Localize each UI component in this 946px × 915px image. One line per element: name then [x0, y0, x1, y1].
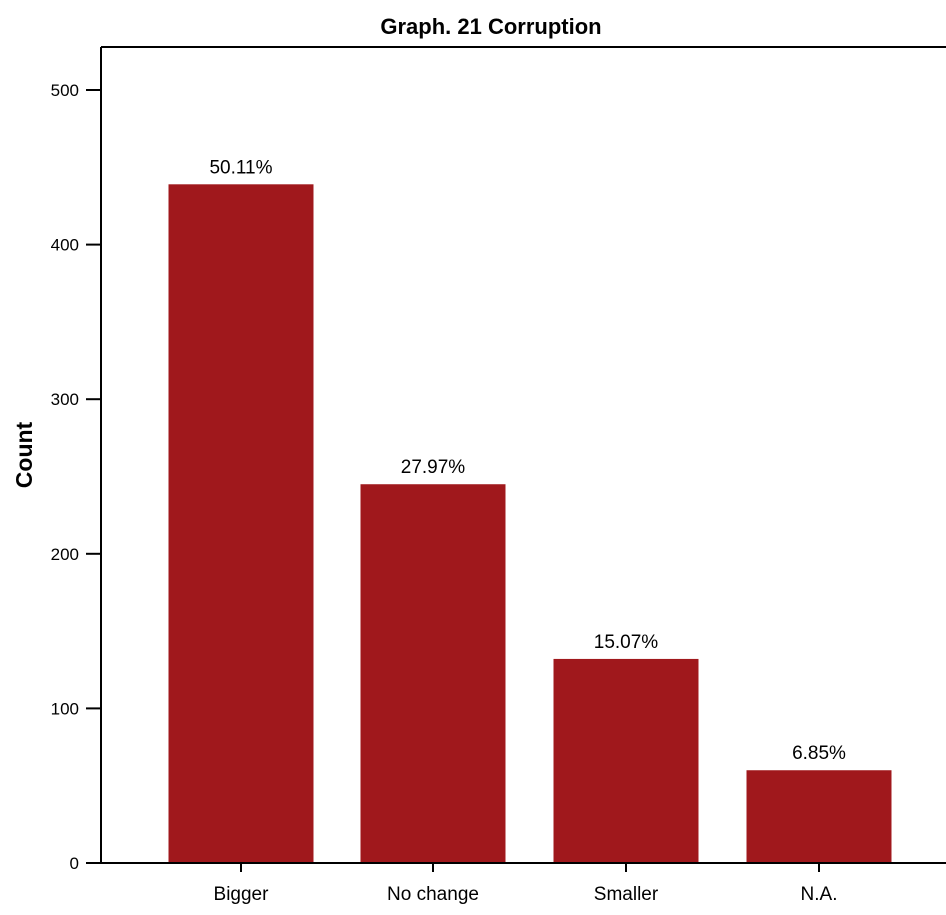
chart-title: Graph. 21 Corruption — [380, 14, 601, 39]
y-axis-label: Count — [11, 421, 37, 488]
y-tick-label: 100 — [51, 699, 79, 718]
data-label: 50.11% — [209, 157, 272, 178]
x-tick-label: Bigger — [214, 884, 270, 905]
plot-area: 50.11% Bigger 27.97% No change 15.07% Smaller… — [51, 46, 946, 905]
y-tick-label: 0 — [70, 854, 79, 873]
data-label: 6.85% — [792, 743, 846, 764]
x-tick-label: Smaller — [594, 884, 659, 905]
y-tick-label: 200 — [51, 545, 79, 564]
x-tick-label: N.A. — [801, 884, 838, 905]
data-label: 27.97% — [401, 457, 466, 478]
bar-bigger — [168, 184, 314, 863]
y-tick-label: 300 — [51, 390, 79, 409]
bar-smaller — [553, 658, 699, 863]
y-tick-label: 500 — [51, 81, 79, 100]
bar-no-change — [360, 484, 506, 863]
bar-n-a — [746, 770, 892, 863]
y-tick-label: 400 — [51, 236, 79, 255]
data-label: 15.07% — [594, 632, 659, 653]
x-tick-label: No change — [387, 884, 479, 905]
